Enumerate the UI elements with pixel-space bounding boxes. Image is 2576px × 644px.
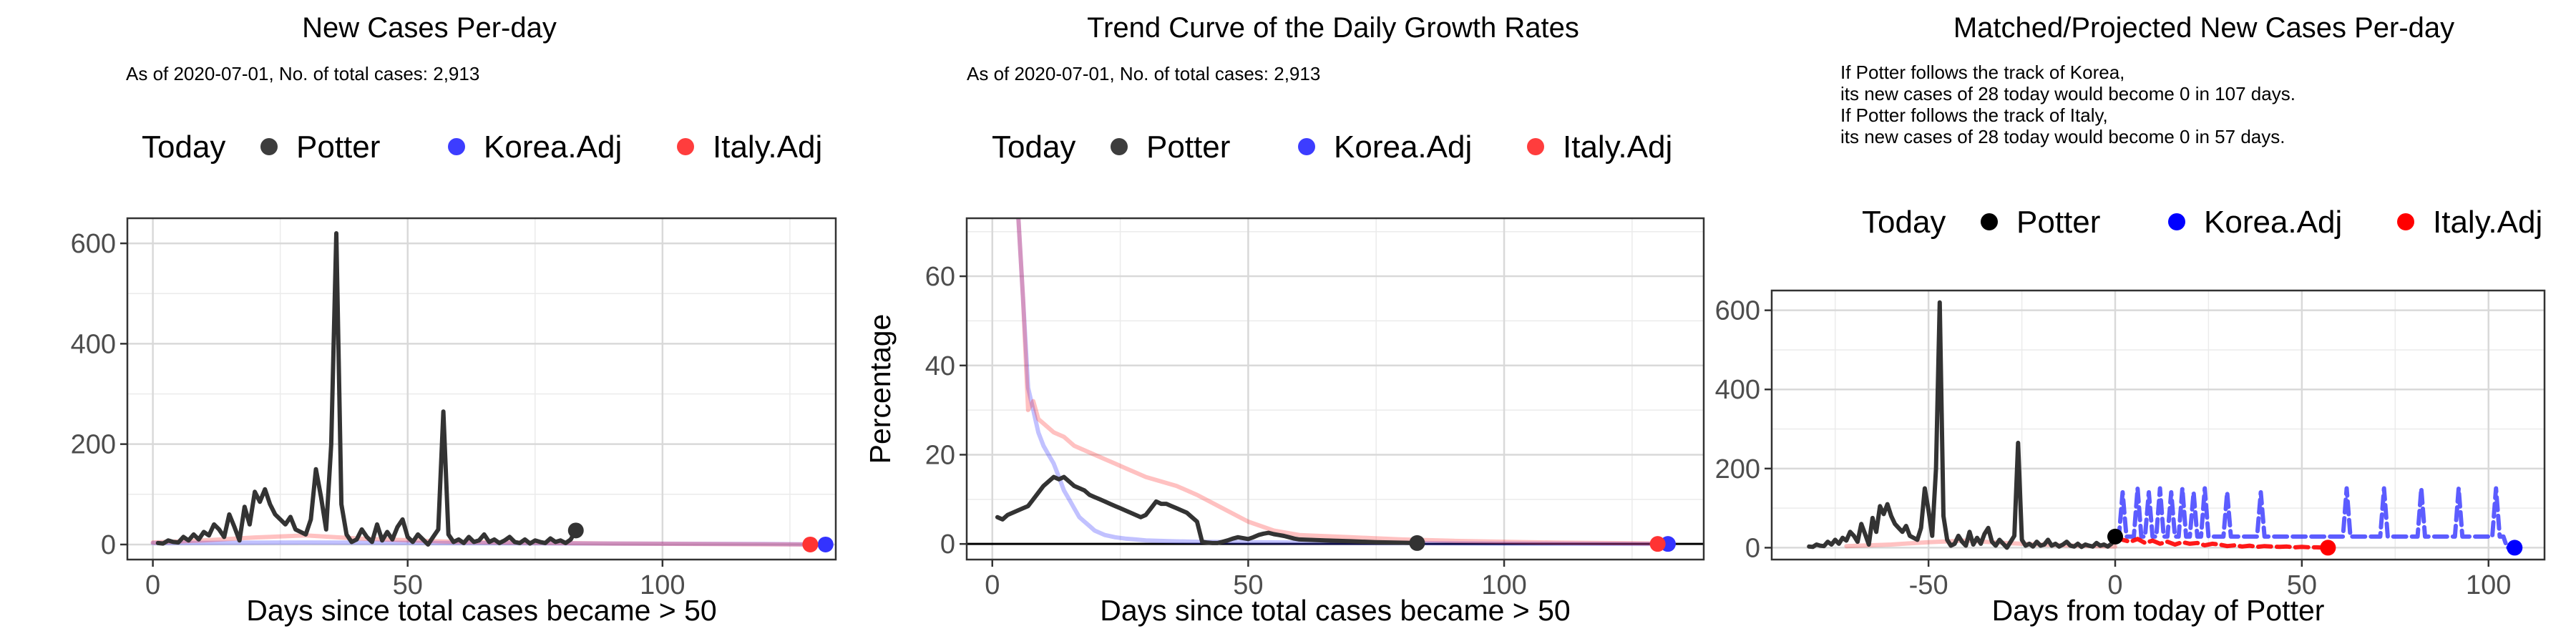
chart1-panel-border bbox=[126, 217, 837, 561]
chart3-legend-label-2: Korea.Adj bbox=[2204, 205, 2342, 240]
chart3-today-point-italy-adj bbox=[2320, 540, 2336, 556]
chart1-series-italy-adj bbox=[150, 533, 818, 547]
chart2-panel-border bbox=[965, 217, 1705, 561]
chart1-plot-background bbox=[127, 218, 836, 560]
chart3-legend-label-3: Italy.Adj bbox=[2433, 205, 2542, 240]
chart3-ytick-label-3: 600 bbox=[1715, 296, 1760, 326]
chart1-today-point-italy-adj bbox=[802, 536, 819, 552]
chart3-series-korea-adj-projected bbox=[2113, 486, 2517, 550]
chart3-title: Matched/Projected New Cases Per-day bbox=[1953, 12, 2454, 44]
chart2-today-point-potter bbox=[1409, 535, 1425, 551]
chart1-today-point-korea-adj bbox=[817, 536, 834, 552]
chart1-title: New Cases Per-day bbox=[302, 12, 557, 44]
chart2-legend-title: Today bbox=[992, 130, 1075, 165]
chart2-ytick-label-0: 0 bbox=[940, 530, 955, 560]
chart1-legend-key-2 bbox=[448, 138, 465, 155]
chart1-legend-title: Today bbox=[142, 130, 225, 165]
chart2-xlabel: Days since total cases became > 50 bbox=[1100, 594, 1570, 627]
chart2-ylabel: Percentage bbox=[864, 314, 897, 464]
chart3-series-group bbox=[1807, 300, 2523, 556]
chart1-ytick-label-2: 400 bbox=[71, 329, 116, 359]
chart3-series-italy-adj-projected bbox=[2113, 534, 2331, 550]
chart2-legend-label-1: Potter bbox=[1146, 130, 1230, 165]
chart-panel-1: New Cases Per-day As of 2020-07-01, No. o… bbox=[71, 12, 837, 627]
chart1-xlabel: Days since total cases became > 50 bbox=[246, 594, 716, 627]
chart1-legend-key-1 bbox=[260, 138, 278, 155]
chart2-subtitle-line-1: As of 2020-07-01, No. of total cases: 2,… bbox=[967, 63, 1320, 84]
chart3-subtitle-line-3: If Potter follows the track of Italy, bbox=[1840, 104, 2108, 126]
chart3-ytick-label-2: 400 bbox=[1715, 375, 1760, 405]
chart3-today-point-potter bbox=[2107, 528, 2123, 545]
chart2-series-potter bbox=[995, 474, 1420, 545]
chart2-legend-label-2: Korea.Adj bbox=[1334, 130, 1472, 165]
chart3-xtick-label-1: 0 bbox=[2107, 570, 2122, 600]
chart3-xtick-label-0: -50 bbox=[1909, 570, 1948, 600]
chart3-xtick-label-3: 100 bbox=[2466, 570, 2511, 600]
chart1-xtick-label-2: 100 bbox=[640, 570, 685, 600]
chart2-ytick-label-2: 40 bbox=[925, 351, 955, 381]
chart1-legend-key-3 bbox=[677, 138, 694, 155]
chart2-plot-background bbox=[967, 218, 1704, 560]
chart1-ytick-label-1: 200 bbox=[71, 430, 116, 460]
chart2-ytick-label-3: 60 bbox=[925, 262, 955, 292]
chart1-legend-label-1: Potter bbox=[296, 130, 380, 165]
chart-panel-2: Trend Curve of the Daily Growth Rates As … bbox=[864, 12, 1705, 627]
chart1-today-point-potter bbox=[567, 522, 584, 539]
chart1-legend-label-3: Italy.Adj bbox=[713, 130, 822, 165]
chart2-legend-key-3 bbox=[1527, 138, 1544, 155]
chart2-legend-label-3: Italy.Adj bbox=[1563, 130, 1672, 165]
chart3-series-potter bbox=[1807, 300, 2117, 550]
chart3-ytick-label-1: 200 bbox=[1715, 454, 1760, 484]
chart3-legend-label-1: Potter bbox=[2016, 205, 2100, 240]
chart2-xtick-label-0: 0 bbox=[985, 570, 1000, 600]
chart2-title: Trend Curve of the Daily Growth Rates bbox=[1087, 12, 1579, 44]
chart3-today-point-korea-adj bbox=[2507, 540, 2523, 556]
chart1-series-korea-adj bbox=[150, 540, 828, 547]
chart3-xtick-label-2: 50 bbox=[2287, 570, 2317, 600]
chart3-subtitle-line-4: its new cases of 28 today would become 0… bbox=[1840, 126, 2285, 147]
chart1-legend-label-2: Korea.Adj bbox=[484, 130, 622, 165]
chart3-legend-key-3 bbox=[2397, 213, 2414, 230]
chart1-xtick-label-1: 50 bbox=[393, 570, 423, 600]
chart1-series-potter bbox=[155, 231, 578, 547]
chart2-legend-key-2 bbox=[1298, 138, 1315, 155]
chart2-legend-key-1 bbox=[1111, 138, 1128, 155]
chart2-xtick-label-1: 50 bbox=[1233, 570, 1263, 600]
chart2-xtick-label-2: 100 bbox=[1481, 570, 1526, 600]
chart3-legend-key-2 bbox=[2168, 213, 2185, 230]
chart3-subtitle-line-2: its new cases of 28 today would become 0… bbox=[1840, 83, 2296, 104]
chart1-ytick-label-0: 0 bbox=[101, 530, 116, 560]
chart3-legend-key-1 bbox=[1981, 213, 1998, 230]
chart1-series-group bbox=[150, 231, 834, 552]
chart3-legend-title: Today bbox=[1862, 205, 1946, 240]
chart3-subtitle-line-1: If Potter follows the track of Korea, bbox=[1840, 62, 2124, 83]
chart1-ytick-label-3: 600 bbox=[71, 229, 116, 259]
chart3-panel-border bbox=[1770, 289, 2546, 561]
chart3-xlabel: Days from today of Potter bbox=[1992, 594, 2325, 627]
chart3-ytick-label-0: 0 bbox=[1745, 533, 1760, 563]
chart1-xtick-label-0: 0 bbox=[145, 570, 160, 600]
chart2-ytick-label-1: 20 bbox=[925, 440, 955, 470]
chart2-series-group bbox=[967, 218, 1704, 552]
chart1-subtitle-line-1: As of 2020-07-01, No. of total cases: 2,… bbox=[126, 63, 479, 84]
chart-panel-3: Matched/Projected New Cases Per-day If Po… bbox=[1715, 12, 2546, 627]
chart2-today-point-italy-adj bbox=[1649, 536, 1666, 552]
